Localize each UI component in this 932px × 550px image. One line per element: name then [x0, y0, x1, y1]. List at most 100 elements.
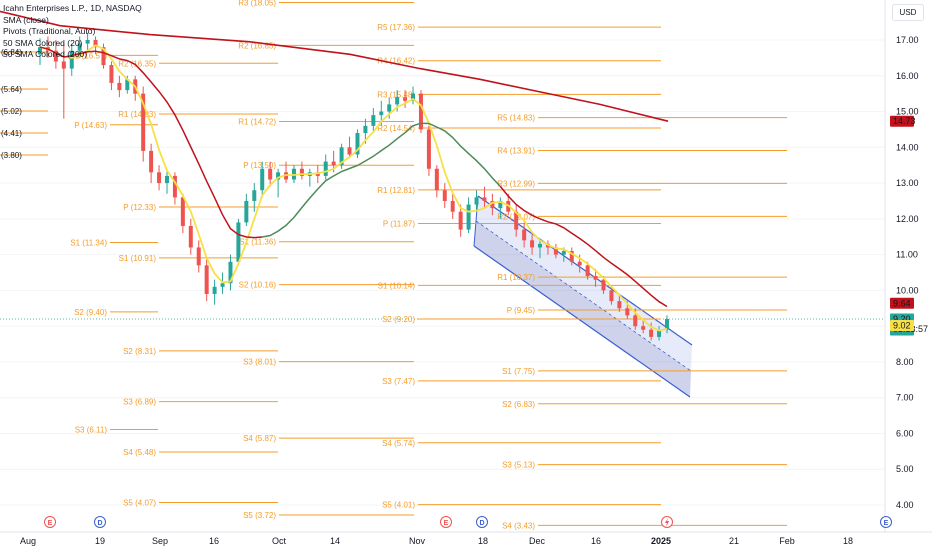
candle-body: [426, 129, 431, 169]
event-marker: D: [94, 516, 106, 528]
candle-body: [561, 251, 566, 255]
candle-body: [363, 125, 368, 133]
candle-body: [395, 97, 400, 105]
pivot-label: R4 (13.91): [497, 147, 535, 156]
price-label-text: 14.73: [893, 116, 916, 126]
candle-body: [514, 211, 519, 230]
candles: [38, 32, 669, 341]
candle-body: [339, 147, 344, 166]
price-label: 14.73: [890, 115, 916, 127]
candle-body: [371, 115, 376, 126]
legend-sma-200[interactable]: 50 SMA Colored (200): [3, 49, 88, 59]
pivot-label: R1 (14.93): [118, 110, 156, 119]
pivot-label: S3 (6.89): [123, 398, 156, 407]
candle-body: [196, 247, 201, 266]
pivot-label: R3 (12.99): [497, 179, 535, 188]
candle-body: [482, 197, 487, 201]
candle-body: [625, 308, 630, 316]
channel-fill: [474, 196, 692, 397]
lightning-icon: [665, 518, 669, 527]
y-tick-label: 6.00: [896, 428, 914, 438]
pivot-label: P (11.87): [383, 219, 416, 228]
pivot-label: S5 (4.01): [382, 501, 415, 510]
price-axis[interactable]: 17.00 16.00 15.00 14.00 13.00 12.00 11.00 10.00…: [884, 0, 928, 532]
candle-body: [657, 329, 662, 337]
event-letter: E: [444, 520, 449, 527]
pivot-label: S5 (4.07): [123, 498, 156, 507]
pivot-label: S5 (3.72): [243, 511, 276, 520]
candle-body: [522, 229, 527, 241]
candle-body: [379, 111, 384, 116]
candle-body: [569, 251, 574, 262]
candle-body: [268, 168, 273, 180]
candle-body: [458, 211, 463, 230]
candle-body: [585, 265, 590, 277]
event-circle: [44, 516, 56, 528]
event-marker: E: [440, 516, 452, 528]
x-tick-label: Aug: [20, 536, 36, 546]
pivot-label: P (9.45): [507, 306, 536, 315]
candle-body: [85, 40, 90, 44]
y-tick-label: 11.00: [896, 250, 918, 260]
pivot-label: S1 (10.14): [378, 281, 416, 290]
time-axis[interactable]: Aug 19 Sep 16 Oct 14 Nov 18 Dec 16 2025 21 Feb 18: [0, 531, 932, 546]
candle-body: [641, 326, 646, 330]
pivot-left-value: (3.80): [1, 151, 22, 160]
pivot-label: R5 (17.36): [377, 23, 415, 32]
pivot-label: R1 (12.81): [377, 186, 415, 195]
y-tick-label: 4.00: [896, 500, 914, 510]
candle-body: [331, 161, 336, 166]
x-tick-label: Dec: [529, 536, 546, 546]
event-letter: E: [884, 520, 889, 527]
pivot-set: R5 (17.36) R4 (16.42) R3 (15.48) R2 (14.54)…: [377, 23, 661, 510]
candle-body: [498, 200, 503, 209]
candle-body: [172, 175, 177, 198]
candle-body: [149, 150, 154, 173]
x-tick-label: 16: [591, 536, 601, 546]
candle-body: [490, 200, 495, 209]
pivot-label: S4 (5.87): [243, 434, 276, 443]
pivot-label: S3 (5.13): [502, 461, 535, 470]
pivot-label: P (12.33): [123, 203, 156, 212]
candle-body: [188, 226, 193, 248]
y-tick-label: 8.00: [896, 357, 914, 367]
legend-pivots[interactable]: Pivots (Traditional, Auto): [3, 26, 96, 36]
pivot-label: R1 (14.72): [238, 118, 276, 127]
event-letter: D: [97, 520, 102, 527]
pivot-label: R3 (18.05): [238, 0, 276, 7]
price-label-box: [890, 297, 914, 309]
candle-body: [101, 47, 106, 66]
price-label-text: 9.02: [893, 320, 911, 330]
legend-symbol[interactable]: Icahn Enterprises L.P., 1D, NASDAQ: [3, 3, 142, 13]
currency-button[interactable]: USD: [892, 4, 924, 21]
pivot-levels: R1 (16.57) P (14.63) S1 (11.34) S2 (9.40) S3…: [0, 0, 787, 530]
candle-body: [141, 93, 146, 151]
candle-body: [593, 276, 598, 280]
y-tick-label: 17.00: [896, 35, 919, 45]
candle-body: [601, 279, 606, 291]
candle-body: [538, 243, 543, 248]
legend-sma-20[interactable]: 50 SMA Colored (20): [3, 37, 83, 48]
event-circle: [440, 516, 452, 528]
pivot-label: R2 (14.54): [377, 124, 415, 133]
candle-body: [125, 79, 130, 91]
price-label: 9.64: [890, 297, 914, 309]
y-tick-label: 15.00: [896, 107, 919, 117]
candle-body: [220, 283, 225, 287]
pivot-label: S3 (8.01): [243, 358, 276, 367]
channel-upper: [477, 195, 693, 346]
channel-lower-fill: [474, 221, 691, 397]
candle-body: [323, 161, 328, 176]
pivot-set: R2 (16.35) R1 (14.93) P (12.33) S1 (10.91) S…: [118, 59, 278, 507]
pivot-label: R1 (10.37): [497, 273, 535, 282]
pivot-label: S2 (9.40): [74, 308, 107, 317]
legend-sma[interactable]: SMA (close): [3, 14, 49, 25]
x-tick-label: Nov: [409, 536, 426, 546]
candle-body: [252, 190, 257, 201]
pivot-label: R4 (16.42): [377, 57, 415, 66]
x-tick-label: 16: [209, 536, 219, 546]
sma-yellow-line: [39, 44, 668, 332]
candle-body: [315, 172, 320, 176]
event-marker: E: [880, 516, 892, 528]
